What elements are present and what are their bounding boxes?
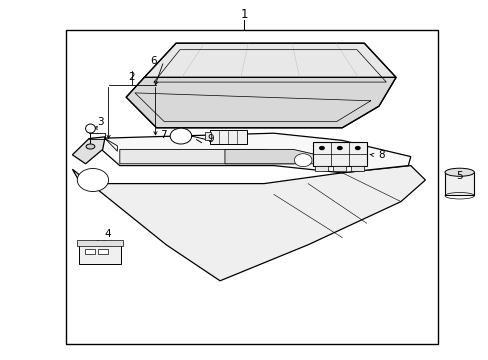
Text: 1: 1 bbox=[240, 8, 248, 21]
Bar bbox=[66, 30, 437, 344]
Circle shape bbox=[77, 168, 108, 192]
Circle shape bbox=[294, 154, 311, 167]
Polygon shape bbox=[144, 43, 395, 77]
Bar bbox=[98, 249, 107, 254]
Bar bbox=[79, 245, 121, 264]
Bar bbox=[444, 172, 473, 195]
Bar bbox=[85, 249, 95, 254]
Text: 3: 3 bbox=[97, 117, 103, 127]
Bar bbox=[77, 240, 123, 246]
Circle shape bbox=[170, 128, 191, 144]
Text: 4: 4 bbox=[104, 229, 111, 239]
Text: 7: 7 bbox=[160, 130, 167, 140]
Ellipse shape bbox=[444, 168, 473, 176]
Polygon shape bbox=[126, 77, 395, 128]
Circle shape bbox=[354, 146, 360, 150]
Text: 6: 6 bbox=[150, 56, 157, 66]
Bar bbox=[315, 166, 328, 171]
Bar bbox=[210, 130, 246, 144]
Polygon shape bbox=[224, 149, 332, 164]
Text: 8: 8 bbox=[377, 150, 384, 160]
Bar bbox=[312, 142, 366, 166]
Polygon shape bbox=[72, 166, 425, 281]
Text: 9: 9 bbox=[206, 134, 213, 144]
Text: 2: 2 bbox=[128, 72, 135, 82]
Bar bbox=[350, 166, 364, 171]
Bar bbox=[333, 166, 346, 171]
Bar bbox=[205, 132, 211, 140]
Polygon shape bbox=[89, 133, 410, 173]
Polygon shape bbox=[72, 137, 105, 164]
Circle shape bbox=[318, 146, 324, 150]
Circle shape bbox=[336, 146, 342, 150]
Ellipse shape bbox=[85, 124, 95, 133]
Text: 5: 5 bbox=[455, 171, 462, 181]
Polygon shape bbox=[120, 149, 303, 164]
Ellipse shape bbox=[86, 144, 95, 149]
